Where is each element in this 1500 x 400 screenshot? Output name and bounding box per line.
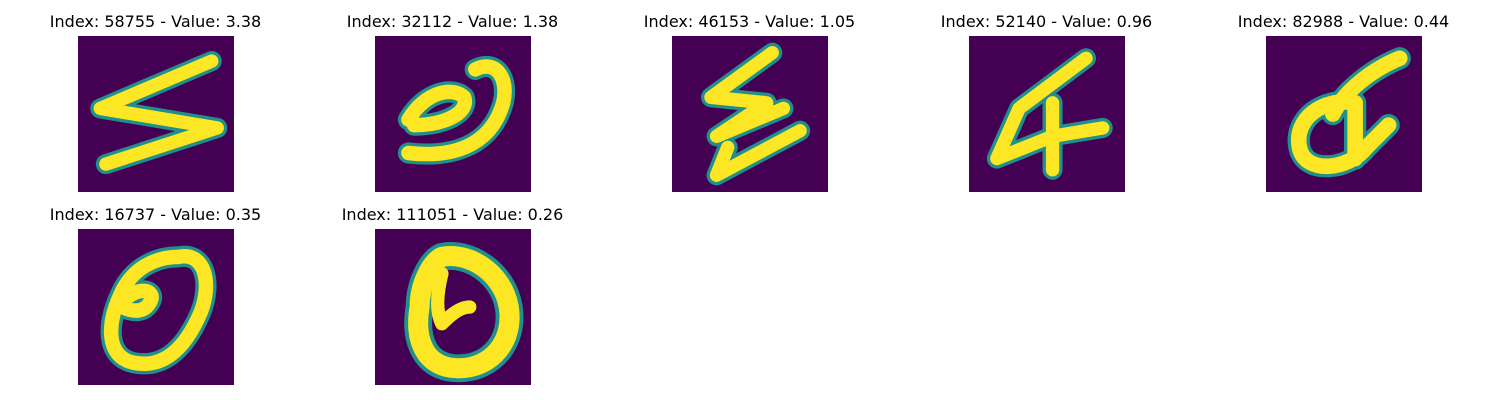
- digit-glyph-image: [1266, 36, 1422, 192]
- digit-image: [375, 36, 531, 192]
- tile-caption: Index: 82988 - Value: 0.44: [1237, 12, 1450, 31]
- tile-3: Index: 52140 - Value: 0.96: [898, 12, 1195, 205]
- tile-caption: Index: 46153 - Value: 1.05: [643, 12, 856, 31]
- digit-image: [969, 36, 1125, 192]
- digit-glyph-image: [375, 36, 531, 192]
- digit-glyph-image: [375, 229, 531, 385]
- tile-0: Index: 58755 - Value: 3.38: [7, 12, 304, 205]
- digit-image: [375, 229, 531, 385]
- tile-caption: Index: 111051 - Value: 0.26: [341, 205, 564, 224]
- digit-glyph-image: [78, 36, 234, 192]
- tile-1: Index: 32112 - Value: 1.38: [304, 12, 601, 205]
- tile-caption: Index: 32112 - Value: 1.38: [346, 12, 559, 31]
- digit-glyph-image: [969, 36, 1125, 192]
- digit-image: [78, 229, 234, 385]
- tile-5: Index: 16737 - Value: 0.35: [7, 205, 304, 398]
- tile-caption: Index: 16737 - Value: 0.35: [49, 205, 262, 224]
- tile-caption: Index: 58755 - Value: 3.38: [49, 12, 262, 31]
- digit-image: [78, 36, 234, 192]
- digit-glyph-image: [78, 229, 234, 385]
- digit-glyph-image: [672, 36, 828, 192]
- digit-image: [1266, 36, 1422, 192]
- tile-2: Index: 46153 - Value: 1.05: [601, 12, 898, 205]
- digit-image: [672, 36, 828, 192]
- tile-6: Index: 111051 - Value: 0.26: [304, 205, 601, 398]
- tile-4: Index: 82988 - Value: 0.44: [1195, 12, 1492, 205]
- tile-caption: Index: 52140 - Value: 0.96: [940, 12, 1153, 31]
